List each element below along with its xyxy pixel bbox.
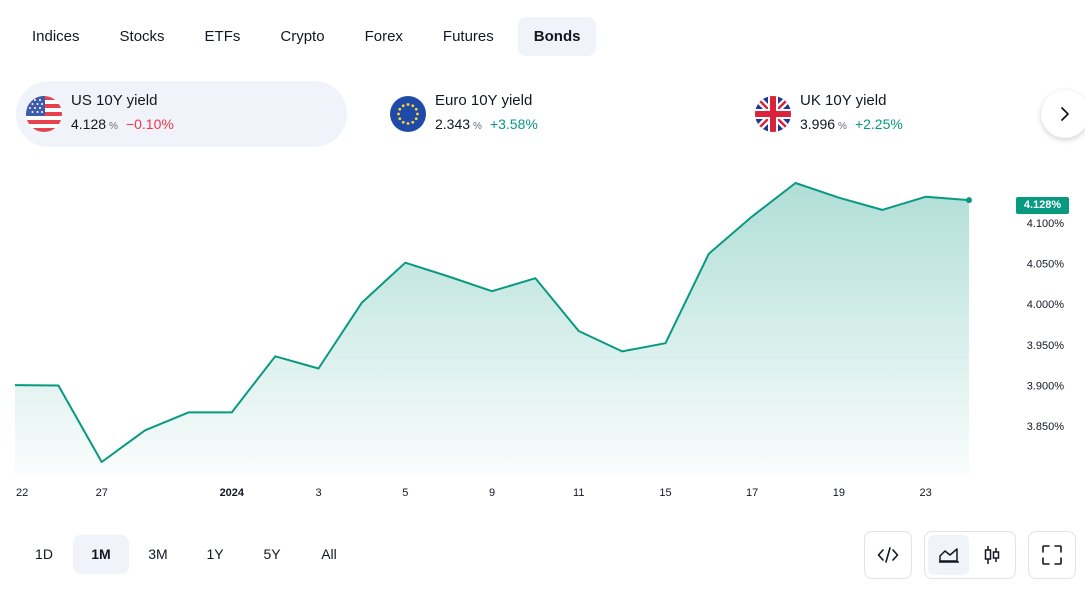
chevron-right-icon [1061, 107, 1069, 121]
fullscreen-icon [1042, 545, 1062, 565]
ticker-change: +3.58% [489, 116, 538, 132]
y-tick-label: 4.100% [1027, 218, 1065, 230]
range-1y[interactable]: 1Y [206, 546, 224, 562]
tab-futures[interactable]: Futures [442, 28, 494, 45]
ticker-name: US 10Y yield [71, 92, 158, 109]
area-chart-button[interactable] [928, 535, 969, 575]
ticker-card-us-10y[interactable]: US 10Y yield 4.128% −0.10% [16, 81, 347, 147]
y-tick-label: 4.000% [1027, 299, 1065, 311]
chart-type-toggle [924, 531, 1016, 579]
uk-flag-icon [755, 96, 791, 132]
tab-indices[interactable]: Indices [32, 28, 80, 45]
ticker-unit: % [473, 121, 482, 132]
ticker-carousel: US 10Y yield 4.128% −0.10% Euro 10Y yield… [16, 81, 1085, 147]
ticker-name: UK 10Y yield [800, 92, 887, 109]
x-tick-label: 15 [659, 487, 671, 499]
code-icon [877, 547, 899, 563]
fullscreen-button[interactable] [1028, 531, 1076, 579]
ticker-value: 3.996 [800, 116, 836, 132]
chart-series-line [14, 182, 970, 463]
y-tick-label: 3.950% [1027, 340, 1065, 352]
last-price-label: 4.128% [1016, 197, 1069, 214]
area-chart-icon [938, 548, 959, 563]
range-all[interactable]: All [321, 546, 337, 562]
range-3m[interactable]: 3M [148, 546, 168, 562]
tab-forex[interactable]: Forex [364, 28, 403, 45]
candlestick-chart-button[interactable] [971, 535, 1012, 575]
chart-area-fill [15, 183, 969, 475]
y-tick-label: 3.850% [1027, 421, 1065, 433]
tab-stocks[interactable]: Stocks [119, 28, 165, 45]
x-tick-label: 5 [402, 487, 408, 499]
market-tabs: Indices Stocks ETFs Crypto Forex Futures… [16, 17, 597, 56]
range-selector: 1D 1M 3M 1Y 5Y All [16, 535, 357, 574]
us-flag-icon [26, 96, 62, 132]
x-tick-label: 11 [573, 487, 584, 499]
y-tick-label: 4.050% [1027, 259, 1065, 271]
ticker-name: Euro 10Y yield [435, 92, 533, 109]
x-tick-label: 9 [489, 487, 495, 499]
tab-etfs[interactable]: ETFs [204, 28, 241, 45]
yield-chart[interactable]: 3.850% 3.900% 3.950% 4.000% 4.050% 4.100% 22 2… [0, 160, 1085, 510]
x-tick-label: 2024 [220, 487, 245, 499]
tab-crypto[interactable]: Crypto [280, 28, 325, 45]
eu-flag-icon [390, 96, 426, 132]
carousel-next-button[interactable] [1041, 90, 1085, 138]
ticker-unit: % [109, 121, 118, 132]
tab-bonds[interactable]: Bonds [517, 17, 597, 56]
y-tick-label: 3.900% [1027, 381, 1065, 393]
chart-last-point [966, 197, 972, 204]
range-1m[interactable]: 1M [73, 535, 129, 574]
ticker-card-euro-10y[interactable]: Euro 10Y yield 2.343% +3.58% [380, 81, 711, 147]
x-tick-label: 23 [920, 487, 932, 499]
x-tick-label: 17 [746, 487, 758, 499]
range-5y[interactable]: 5Y [263, 546, 281, 562]
ticker-card-uk-10y[interactable]: UK 10Y yield 3.996% +2.25% [745, 81, 1076, 147]
x-tick-label: 19 [833, 487, 845, 499]
embed-code-button[interactable] [864, 531, 912, 579]
ticker-unit: % [838, 121, 847, 132]
x-tick-label: 27 [96, 487, 108, 499]
candlestick-icon [984, 546, 999, 564]
ticker-change: +2.25% [854, 116, 903, 132]
ticker-value: 4.128 [71, 116, 107, 132]
ticker-value: 2.343 [435, 116, 471, 132]
x-tick-label: 3 [315, 487, 321, 499]
ticker-change: −0.10% [125, 116, 174, 132]
x-tick-label: 22 [16, 487, 28, 499]
range-1d[interactable]: 1D [35, 546, 53, 562]
